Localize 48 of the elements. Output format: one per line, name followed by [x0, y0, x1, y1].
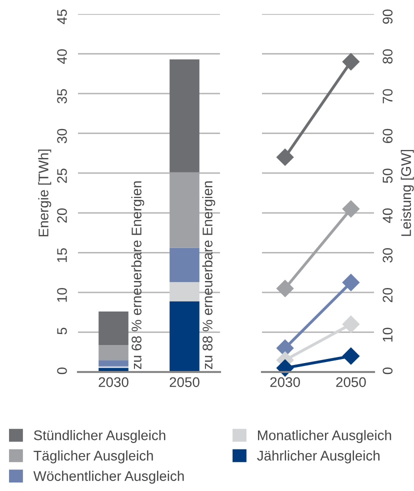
- bar: [170, 282, 200, 302]
- y2-tick-label: 80: [382, 49, 393, 64]
- y2-tick-label: 40: [382, 208, 393, 223]
- y-tick-label: 45: [57, 10, 67, 24]
- bar: [170, 172, 200, 248]
- y2-axis-title: Leistung [GW]: [400, 150, 414, 236]
- legend-label: Wöchentlicher Ausgleich: [33, 470, 184, 484]
- bar: [98, 344, 128, 360]
- y-tick-label: 30: [57, 128, 67, 144]
- y-tick-label: 25: [57, 168, 67, 183]
- y2-tick-label: 70: [382, 89, 393, 104]
- y2-tick-label: 90: [382, 10, 393, 24]
- x-tick-label: 2030: [98, 377, 128, 388]
- point: [342, 348, 360, 365]
- y2-tick-label: 60: [382, 128, 393, 144]
- annotation: zu 88 % erneuerbare Energien: [202, 181, 216, 370]
- y-tick-label: 5: [57, 328, 67, 334]
- y2-tick-label: 20: [382, 288, 393, 302]
- y2-tick-label: 50: [382, 168, 393, 183]
- legend-label: Jährlicher Ausgleich: [257, 450, 380, 464]
- legend-label: Täglicher Ausgleich: [34, 450, 153, 464]
- x-tick-label: 2050: [170, 377, 200, 388]
- y-tick-label: 20: [57, 208, 67, 223]
- annotation: zu 68 % erneuerbare Energien: [131, 181, 144, 370]
- y-axis-title: Energie [TWh]: [38, 150, 52, 236]
- y-tick-label: 0: [57, 368, 67, 374]
- y-tick-label: 10: [57, 288, 67, 302]
- legend-label: Monatlicher Ausgleich: [258, 430, 392, 443]
- y-tick-label: 35: [57, 89, 67, 104]
- point: [276, 148, 294, 166]
- point: [342, 200, 360, 218]
- point: [276, 280, 294, 298]
- point: [342, 316, 360, 333]
- bar: [170, 59, 200, 172]
- y2-tick-label: 0: [382, 368, 393, 374]
- point: [342, 53, 360, 70]
- bar: [98, 312, 128, 345]
- bar: [170, 301, 200, 372]
- legend-label: Stündlicher Ausgleich: [34, 430, 166, 443]
- y2-tick-label: 30: [382, 248, 393, 263]
- bar: [170, 248, 200, 282]
- point: [342, 274, 360, 292]
- bar: [98, 360, 128, 366]
- y2-tick-label: 10: [382, 328, 393, 342]
- x-tick-label: 2050: [336, 377, 366, 388]
- y-tick-label: 15: [57, 248, 67, 262]
- y-tick-label: 40: [57, 49, 67, 64]
- x-tick-label: 2030: [270, 377, 300, 388]
